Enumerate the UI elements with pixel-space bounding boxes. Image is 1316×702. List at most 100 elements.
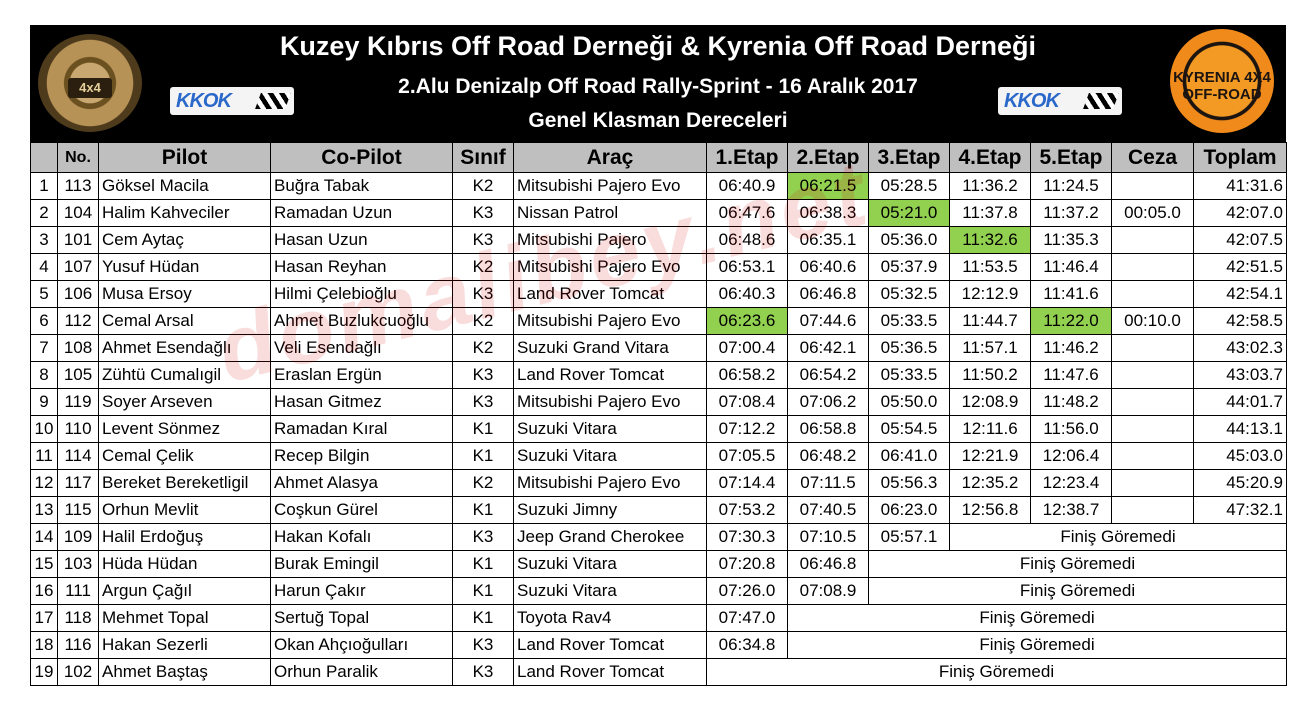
stage-5-time-cell: 11:35.3 <box>1030 226 1112 254</box>
stage-1-time-cell: 06:47.6 <box>706 199 788 227</box>
class-cell: K3 <box>452 388 514 416</box>
table-row: 10 110 Levent Sönmez Ramadan Kıral K1 Suzuki … <box>30 415 1287 443</box>
class-cell: K2 <box>452 172 514 200</box>
class-cell: K1 <box>452 415 514 443</box>
penalty-cell: 00:10.0 <box>1111 307 1194 335</box>
stage-2-time-cell: 07:08.9 <box>787 577 869 605</box>
position-cell: 16 <box>30 577 58 605</box>
vehicle-cell: Suzuki Vitara <box>513 550 707 578</box>
column-header: 2.Etap <box>787 142 869 173</box>
stage-2-time-cell: 06:54.2 <box>787 361 869 389</box>
table-row: 19 102 Ahmet Baştaş Orhun Paralik K3 Land Rov… <box>30 658 1287 686</box>
copilot-cell: Coşkun Gürel <box>270 496 453 524</box>
stage-4-time-cell: 12:11.6 <box>949 415 1031 443</box>
kkord-logo: 4x4 <box>38 34 142 132</box>
page-title: Kuzey Kıbrıs Off Road Derneği & Kyrenia … <box>279 31 1037 61</box>
stage-3-time-cell: 05:54.5 <box>868 415 950 443</box>
stage-5-time-cell: 12:23.4 <box>1030 469 1112 497</box>
car-number-cell: 103 <box>57 550 99 578</box>
table-row: 5 106 Musa Ersoy Hilmi Çelebioğlu K3 Land Rov… <box>30 280 1287 308</box>
stage-2-time-cell: 07:06.2 <box>787 388 869 416</box>
position-cell: 13 <box>30 496 58 524</box>
table-row: 2 104 Halim Kahveciler Ramadan Uzun K3 Nissan… <box>30 199 1287 227</box>
column-header: 3.Etap <box>868 142 950 173</box>
copilot-cell: Veli Esendağlı <box>270 334 453 362</box>
position-cell: 4 <box>30 253 58 281</box>
column-header <box>30 142 58 173</box>
table-row: 12 117 Bereket Bereketligil Ahmet Alasya K2 M… <box>30 469 1287 497</box>
position-cell: 18 <box>30 631 58 659</box>
column-header: Co-Pilot <box>270 142 453 173</box>
kkok-sponsor-logo-right: KKOK <box>998 87 1122 115</box>
did-not-finish-cell: Finiş Göremedi <box>949 523 1287 551</box>
column-header: Araç <box>513 142 707 173</box>
total-time-cell: 44:13.1 <box>1193 415 1287 443</box>
position-cell: 14 <box>30 523 58 551</box>
vehicle-cell: Nissan Patrol <box>513 199 707 227</box>
stage-5-time-cell: 11:22.0 <box>1030 307 1112 335</box>
standings-heading: Genel Klasman Dereceleri <box>528 109 788 132</box>
position-cell: 3 <box>30 226 58 254</box>
total-time-cell: 45:03.0 <box>1193 442 1287 470</box>
stage-4-time-cell: 11:32.6 <box>949 226 1031 254</box>
column-header: Ceza <box>1111 142 1194 173</box>
pilot-cell: Cemal Çelik <box>98 442 271 470</box>
position-cell: 1 <box>30 172 58 200</box>
stage-1-time-cell: 07:30.3 <box>706 523 788 551</box>
stage-2-time-cell: 06:21.5 <box>787 172 869 200</box>
copilot-cell: Hilmi Çelebioğlu <box>270 280 453 308</box>
pilot-cell: Ahmet Esendağlı <box>98 334 271 362</box>
stage-1-time-cell: 07:00.4 <box>706 334 788 362</box>
penalty-cell <box>1111 469 1194 497</box>
total-time-cell: 43:03.7 <box>1193 361 1287 389</box>
copilot-cell: Burak Emingil <box>270 550 453 578</box>
stage-3-time-cell: 06:23.0 <box>868 496 950 524</box>
stage-1-time-cell: 07:47.0 <box>706 604 788 632</box>
stage-1-time-cell: 06:40.9 <box>706 172 788 200</box>
stage-3-time-cell: 05:36.5 <box>868 334 950 362</box>
penalty-cell <box>1111 280 1194 308</box>
copilot-cell: Hakan Kofalı <box>270 523 453 551</box>
results-sheet: 4x4 KKOK Kuzey Kıbrıs Off Road Derneği &… <box>30 25 1287 686</box>
vehicle-cell: Land Rover Tomcat <box>513 631 707 659</box>
car-number-cell: 105 <box>57 361 99 389</box>
stage-2-time-cell: 07:44.6 <box>787 307 869 335</box>
stage-2-time-cell: 07:40.5 <box>787 496 869 524</box>
class-cell: K3 <box>452 523 514 551</box>
stage-5-time-cell: 11:41.6 <box>1030 280 1112 308</box>
car-number-cell: 114 <box>57 442 99 470</box>
position-cell: 19 <box>30 658 58 686</box>
vehicle-cell: Land Rover Tomcat <box>513 361 707 389</box>
total-time-cell: 42:07.5 <box>1193 226 1287 254</box>
vehicle-cell: Suzuki Jimny <box>513 496 707 524</box>
copilot-cell: Ahmet Alasya <box>270 469 453 497</box>
stage-1-time-cell: 06:58.2 <box>706 361 788 389</box>
stage-4-time-cell: 12:08.9 <box>949 388 1031 416</box>
stage-2-time-cell: 06:42.1 <box>787 334 869 362</box>
class-cell: K1 <box>452 550 514 578</box>
kkok-label: KKOK <box>176 90 232 112</box>
stage-5-time-cell: 11:24.5 <box>1030 172 1112 200</box>
penalty-cell <box>1111 172 1194 200</box>
position-cell: 9 <box>30 388 58 416</box>
stage-4-time-cell: 11:44.7 <box>949 307 1031 335</box>
stage-2-time-cell: 06:38.3 <box>787 199 869 227</box>
stage-1-time-cell: 07:53.2 <box>706 496 788 524</box>
stage-2-time-cell: 06:35.1 <box>787 226 869 254</box>
class-cell: K3 <box>452 361 514 389</box>
vehicle-cell: Mitsubishi Pajero Evo <box>513 307 707 335</box>
pilot-cell: Halim Kahveciler <box>98 199 271 227</box>
stage-3-time-cell: 05:33.5 <box>868 307 950 335</box>
copilot-cell: Sertuğ Topal <box>270 604 453 632</box>
penalty-cell <box>1111 388 1194 416</box>
stage-1-time-cell: 07:12.2 <box>706 415 788 443</box>
stage-2-time-cell: 07:11.5 <box>787 469 869 497</box>
stage-3-time-cell: 05:36.0 <box>868 226 950 254</box>
class-cell: K3 <box>452 658 514 686</box>
stage-4-time-cell: 12:21.9 <box>949 442 1031 470</box>
did-not-finish-cell: Finiş Göremedi <box>787 604 1287 632</box>
stage-4-time-cell: 11:53.5 <box>949 253 1031 281</box>
penalty-cell <box>1111 442 1194 470</box>
table-row: 9 119 Soyer Arseven Hasan Gitmez K3 Mitsubish… <box>30 388 1287 416</box>
table-row: 4 107 Yusuf Hüdan Hasan Reyhan K2 Mitsubishi … <box>30 253 1287 281</box>
